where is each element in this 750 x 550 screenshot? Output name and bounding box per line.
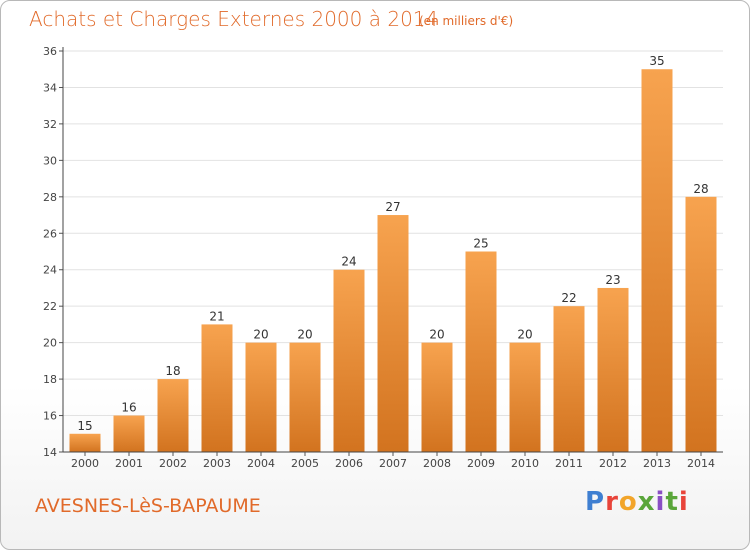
x-tick-label: 2010 — [511, 457, 539, 470]
y-tick-label: 36 — [43, 45, 57, 58]
value-label: 28 — [693, 182, 708, 196]
x-tick-label: 2000 — [71, 457, 99, 470]
value-label: 22 — [561, 291, 576, 305]
value-label: 20 — [253, 328, 268, 342]
x-tick-label: 2006 — [335, 457, 363, 470]
bar-2011 — [553, 306, 585, 452]
value-label: 27 — [385, 200, 400, 214]
value-label: 35 — [649, 54, 664, 68]
y-tick-label: 30 — [43, 154, 57, 167]
bar-2012 — [597, 287, 629, 452]
x-tick-label: 2005 — [291, 457, 319, 470]
proxiti-logo[interactable]: Proxiti — [585, 487, 689, 517]
bar-2007 — [377, 215, 409, 452]
bar-2008 — [421, 342, 453, 452]
y-tick-label: 14 — [43, 446, 57, 459]
x-tick-label: 2004 — [247, 457, 275, 470]
y-tick-label: 24 — [43, 264, 57, 277]
axes: 14 16 18 20 22 24 26 28 30 32 34 36 2000 2001 2002 2003… — [43, 45, 723, 470]
value-label: 21 — [209, 309, 224, 323]
x-tick-label: 2009 — [467, 457, 495, 470]
value-label: 20 — [297, 328, 312, 342]
y-tick-label: 16 — [43, 410, 57, 423]
x-tick-label: 2014 — [687, 457, 715, 470]
y-tick-label: 20 — [43, 337, 57, 350]
bars: 15 16 18 21 20 20 24 27 20 25 20 22 23 35 28 — [69, 54, 717, 453]
bar-2006 — [333, 269, 365, 452]
value-label: 16 — [121, 401, 136, 415]
y-tick-label: 18 — [43, 373, 57, 386]
value-label: 20 — [429, 328, 444, 342]
x-tick-label: 2007 — [379, 457, 407, 470]
value-label: 24 — [341, 255, 356, 269]
bar-2014 — [685, 196, 717, 452]
bar-2000 — [69, 433, 101, 452]
y-tick-label: 22 — [43, 300, 57, 313]
value-label: 23 — [605, 273, 620, 287]
bar-2004 — [245, 342, 277, 452]
bar-2001 — [113, 415, 145, 452]
y-tick-label: 26 — [43, 227, 57, 240]
bar-2002 — [157, 379, 189, 452]
bar-2010 — [509, 342, 541, 452]
y-tick-label: 34 — [43, 81, 57, 94]
bar-2003 — [201, 324, 233, 452]
commune-name: AVESNES-LèS-BAPAUME — [35, 495, 261, 517]
x-tick-label: 2012 — [599, 457, 627, 470]
x-tick-label: 2008 — [423, 457, 451, 470]
value-label: 25 — [473, 237, 488, 251]
x-tick-label: 2002 — [159, 457, 187, 470]
y-tick-label: 28 — [43, 191, 57, 204]
bar-2013 — [641, 69, 673, 453]
x-tick-label: 2001 — [115, 457, 143, 470]
y-tick-label: 32 — [43, 118, 57, 131]
x-tick-label: 2011 — [555, 457, 583, 470]
bar-2005 — [289, 342, 321, 452]
x-tick-label: 2013 — [643, 457, 671, 470]
chart-title: Achats et Charges Externes 2000 à 2014 — [29, 7, 439, 31]
value-label: 15 — [77, 419, 92, 433]
value-label: 20 — [517, 328, 532, 342]
x-tick-label: 2003 — [203, 457, 231, 470]
bar-2009 — [465, 251, 497, 452]
value-label: 18 — [165, 364, 180, 378]
chart-unit: (en milliers d'€) — [419, 14, 514, 28]
